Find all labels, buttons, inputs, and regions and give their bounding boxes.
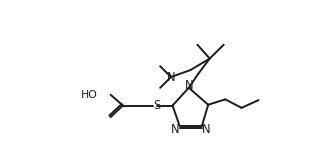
Text: N: N	[167, 70, 175, 84]
Text: HO: HO	[80, 90, 97, 100]
Text: N: N	[185, 79, 193, 92]
Text: N: N	[202, 123, 211, 136]
Text: S: S	[154, 99, 161, 112]
Text: N: N	[171, 123, 179, 136]
